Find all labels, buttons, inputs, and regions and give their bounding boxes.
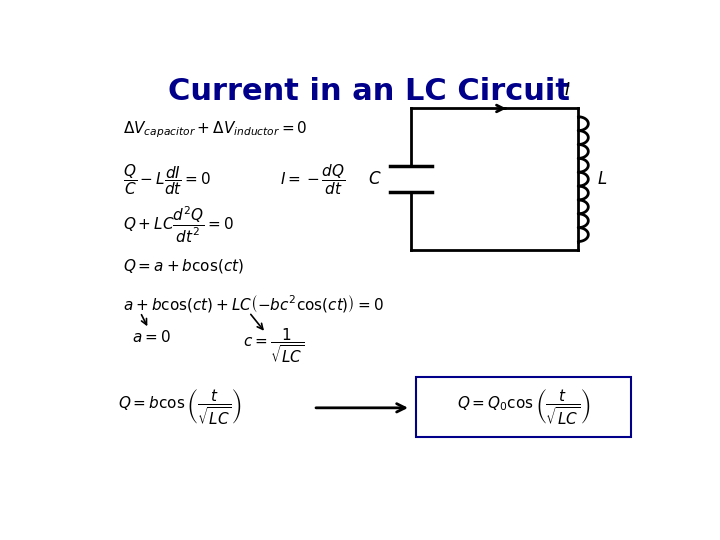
Text: $a=0$: $a=0$ <box>132 329 171 345</box>
Text: $Q + LC\dfrac{d^2Q}{dt^2} = 0$: $Q + LC\dfrac{d^2Q}{dt^2} = 0$ <box>124 205 235 245</box>
Text: $c = \dfrac{1}{\sqrt{LC}}$: $c = \dfrac{1}{\sqrt{LC}}$ <box>243 326 305 365</box>
Text: $C$: $C$ <box>368 170 382 188</box>
Text: $a + b\cos(ct) + LC\left(- bc^2\cos(ct)\right) = 0$: $a + b\cos(ct) + LC\left(- bc^2\cos(ct)\… <box>124 293 384 314</box>
Text: $\Delta V_{capacitor} + \Delta V_{inductor} = 0$: $\Delta V_{capacitor} + \Delta V_{induct… <box>124 119 308 139</box>
Bar <box>416 377 631 437</box>
Text: $I$: $I$ <box>564 82 570 99</box>
Text: $I = -\dfrac{dQ}{dt}$: $I = -\dfrac{dQ}{dt}$ <box>280 162 346 197</box>
Text: $Q = b\cos\left(\dfrac{t}{\sqrt{LC}}\right)$: $Q = b\cos\left(\dfrac{t}{\sqrt{LC}}\rig… <box>118 388 242 427</box>
Text: $L$: $L$ <box>597 170 607 188</box>
Text: $\dfrac{Q}{C} - L\dfrac{dI}{dt} = 0$: $\dfrac{Q}{C} - L\dfrac{dI}{dt} = 0$ <box>124 162 212 197</box>
Text: $Q = a + b\cos(ct)$: $Q = a + b\cos(ct)$ <box>124 258 245 275</box>
Text: Current in an LC Circuit: Current in an LC Circuit <box>168 77 570 106</box>
Text: $Q = Q_0\cos\left(\dfrac{t}{\sqrt{LC}}\right)$: $Q = Q_0\cos\left(\dfrac{t}{\sqrt{LC}}\r… <box>457 388 590 427</box>
